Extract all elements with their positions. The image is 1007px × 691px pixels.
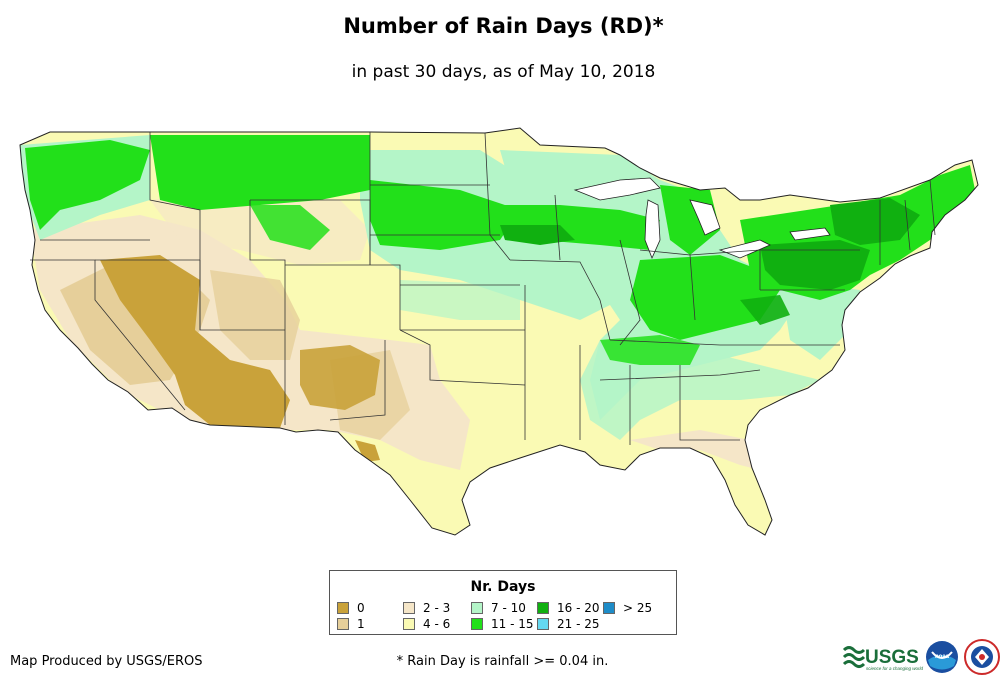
- legend-item-11-15: 11 - 15: [471, 618, 534, 630]
- zone-0-big-bend: [355, 440, 380, 462]
- noaa-logo-icon: noaa: [926, 641, 958, 673]
- rain-day-zones: [20, 135, 975, 470]
- zone-11-15-tennessee: [600, 335, 700, 365]
- legend-item-21-25: 21 - 25: [537, 618, 600, 630]
- legend-swatch-7-10: [471, 602, 483, 614]
- legend-label-2-3: 2 - 3: [423, 601, 451, 615]
- lake-ontario: [789, 227, 831, 241]
- zone-11-15-idaho-montana: [150, 135, 370, 210]
- usgs-tagline: science for a changing world: [866, 666, 924, 671]
- agency-logos: USGS science for a changing world noaa: [842, 639, 1000, 675]
- legend-label-11-15: 11 - 15: [491, 617, 534, 631]
- lake-huron: [689, 199, 721, 236]
- us-outline: [19, 127, 979, 536]
- legend-item-1: 1: [337, 618, 365, 630]
- zone-11-15-michigan: [660, 185, 720, 255]
- legend-title: Nr. Days: [470, 579, 536, 595]
- legend: Nr. Days 0 1 2 - 3 4 - 6 7 - 10 11 - 15 …: [329, 570, 677, 635]
- zone-16-20-west-virginia: [740, 295, 790, 325]
- legend-label-gt-25: > 25: [623, 601, 653, 615]
- legend-swatch-21-25: [537, 618, 549, 630]
- zone-11-15-wyoming: [250, 205, 330, 250]
- zone-16-20-new-york: [830, 198, 920, 245]
- map-title: Number of Rain Days (RD)*: [343, 14, 664, 38]
- legend-item-16-20: 16 - 20: [537, 602, 600, 614]
- usgs-wordmark: USGS: [865, 647, 919, 668]
- zone-16-20-pennsylvania: [760, 240, 870, 290]
- legend-swatch-16-20: [537, 602, 549, 614]
- zone-0-new-mexico: [300, 345, 380, 410]
- legend-item-4-6: 4 - 6: [403, 618, 450, 630]
- usgs-logo: USGS science for a changing world: [842, 646, 924, 671]
- legend-swatch-0: [337, 602, 349, 614]
- legend-label-4-6: 4 - 6: [423, 617, 451, 631]
- legend-swatch-4-6: [403, 618, 415, 630]
- usgs-wave-icon: [842, 646, 866, 668]
- legend-item-2-3: 2 - 3: [403, 602, 450, 614]
- legend-label-1: 1: [357, 617, 365, 631]
- map-subtitle: in past 30 days, as of May 10, 2018: [351, 62, 656, 82]
- legend-item-gt-25: > 25: [603, 602, 652, 614]
- zone-0-nevada-arizona: [100, 255, 290, 428]
- zone-11-15-dakotas: [370, 180, 520, 250]
- legend-label-7-10: 7 - 10: [491, 601, 526, 615]
- zone-11-15-ohio-valley: [630, 255, 780, 340]
- legend-label-0: 0: [357, 601, 365, 615]
- zone-7-10-mid-atlantic: [780, 280, 860, 360]
- legend-swatch-gt-25: [603, 602, 615, 614]
- producer-credit: Map Produced by USGS/EROS: [10, 654, 203, 669]
- lake-michigan: [644, 199, 661, 260]
- footnote: * Rain Day is rainfall >= 0.04 in.: [396, 654, 609, 669]
- legend-item-0: 0: [337, 602, 365, 614]
- legend-swatch-11-15: [471, 618, 483, 630]
- legend-swatch-2-3: [403, 602, 415, 614]
- legend-label-16-20: 16 - 20: [557, 601, 600, 615]
- legend-swatch-1: [337, 618, 349, 630]
- legend-label-21-25: 21 - 25: [557, 617, 600, 631]
- noaa-wordmark: noaa: [935, 654, 950, 660]
- lake-superior: [573, 177, 661, 201]
- zone-11-15-washington: [25, 140, 150, 230]
- zone-16-20-minnesota: [500, 225, 575, 245]
- nws-logo-icon: [964, 639, 1000, 675]
- zone-1-colorado-plateau: [210, 270, 300, 360]
- lake-erie: [718, 239, 771, 259]
- state-boundaries: [30, 132, 936, 445]
- zone-7-10-nebraska: [400, 280, 520, 320]
- legend-item-7-10: 7 - 10: [471, 602, 526, 614]
